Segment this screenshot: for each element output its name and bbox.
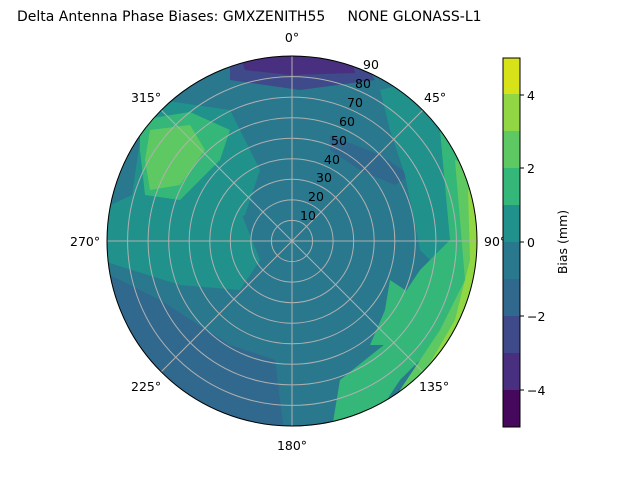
r-label-40: 40 xyxy=(324,152,340,167)
theta-label-135: 135° xyxy=(419,379,449,394)
theta-label-45: 45° xyxy=(424,90,446,105)
radial-labels: 10 20 30 40 50 60 70 80 90 xyxy=(300,57,379,223)
r-label-20: 20 xyxy=(308,189,324,204)
r-label-50: 50 xyxy=(331,133,347,148)
r-label-60: 60 xyxy=(339,114,355,129)
r-label-10: 10 xyxy=(300,208,316,223)
r-label-70: 70 xyxy=(347,95,363,110)
theta-label-0: 0° xyxy=(285,30,299,45)
cbar-tick-4: 4 xyxy=(527,88,535,103)
theta-label-180: 180° xyxy=(277,438,307,453)
theta-label-225: 225° xyxy=(131,379,161,394)
polar-frame xyxy=(106,55,478,427)
cbar-tick-0: 0 xyxy=(527,235,535,250)
theta-label-270: 270° xyxy=(70,234,100,249)
cbar-tick-neg2: −2 xyxy=(527,309,545,324)
cbar-tick-2: 2 xyxy=(527,161,535,176)
theta-labels: 0° 45° 90° 135° 180° 225° 270° 315° xyxy=(70,30,506,453)
colorbar: 4 2 0 −2 −4 Bias (mm) xyxy=(502,57,570,428)
colorbar-label: Bias (mm) xyxy=(555,210,570,274)
radial-grid xyxy=(107,56,477,426)
chart-title: Delta Antenna Phase Biases: GMXZENITH55 … xyxy=(17,9,482,25)
r-label-30: 30 xyxy=(316,170,332,185)
theta-label-315: 315° xyxy=(131,90,161,105)
theta-label-90: 90° xyxy=(484,234,506,249)
r-label-80: 80 xyxy=(355,76,371,91)
cbar-tick-neg4: −4 xyxy=(527,383,545,398)
r-label-90: 90 xyxy=(363,57,379,72)
